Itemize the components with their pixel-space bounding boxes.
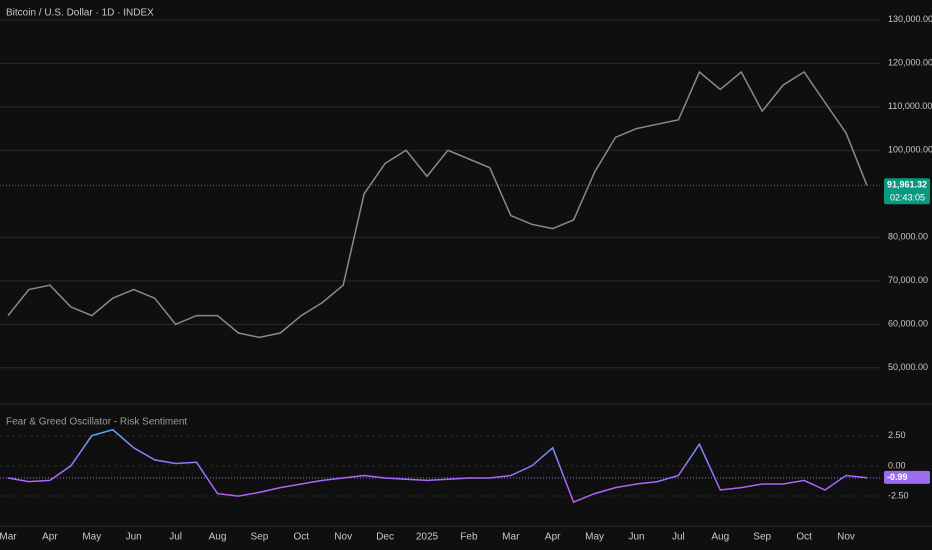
x-tick-label: Feb	[460, 532, 478, 543]
last-value-label: 91,961.32	[887, 180, 927, 190]
x-tick-label: Sep	[753, 532, 771, 543]
y-tick-label: 50,000.00	[888, 362, 928, 372]
x-tick-label: Nov	[334, 532, 352, 543]
x-tick-label: Oct	[796, 532, 812, 543]
x-tick-label: Nov	[837, 532, 855, 543]
x-tick-label: Jul	[672, 532, 685, 543]
x-tick-label: Apr	[42, 532, 58, 543]
y-tick-label: 100,000.00	[888, 145, 932, 155]
x-tick-label: Sep	[251, 532, 269, 543]
x-tick-label: Oct	[294, 532, 310, 543]
y-tick-label: 130,000.00	[888, 14, 932, 24]
x-tick-label: May	[585, 532, 604, 543]
x-tick-label: Jun	[628, 532, 644, 543]
x-tick-label: Aug	[711, 532, 729, 543]
y-tick-label: -2.50	[888, 490, 909, 500]
x-tick-label: May	[82, 532, 101, 543]
x-tick-label: Mar	[0, 532, 17, 543]
y-tick-label: 60,000.00	[888, 319, 928, 329]
last-value-badge	[884, 178, 930, 205]
x-tick-label: 2025	[416, 532, 439, 543]
price-line	[7, 70, 868, 339]
y-tick-label: 80,000.00	[888, 232, 928, 242]
y-tick-label: 120,000.00	[888, 58, 932, 68]
x-tick-label: Jun	[126, 532, 142, 543]
y-tick-label: 0.00	[888, 460, 906, 470]
price-line	[7, 428, 867, 504]
countdown: 02:43:05	[890, 193, 925, 203]
last-value-label: -0.99	[887, 472, 908, 482]
y-tick-label: 110,000.00	[888, 101, 932, 111]
y-tick-label: 2.50	[888, 430, 906, 440]
y-tick-label: 70,000.00	[888, 275, 928, 285]
x-tick-label: Jul	[169, 532, 182, 543]
x-tick-label: Dec	[376, 532, 394, 543]
indicator-title: Fear & Greed Oscillator - Risk Sentiment	[6, 417, 187, 428]
x-tick-label: Mar	[502, 532, 520, 543]
x-tick-label: Aug	[209, 532, 227, 543]
last-value-badge	[884, 470, 930, 484]
chart-title: Bitcoin / U.S. Dollar · 1D · INDEX	[6, 8, 154, 19]
x-tick-label: Apr	[545, 532, 561, 543]
